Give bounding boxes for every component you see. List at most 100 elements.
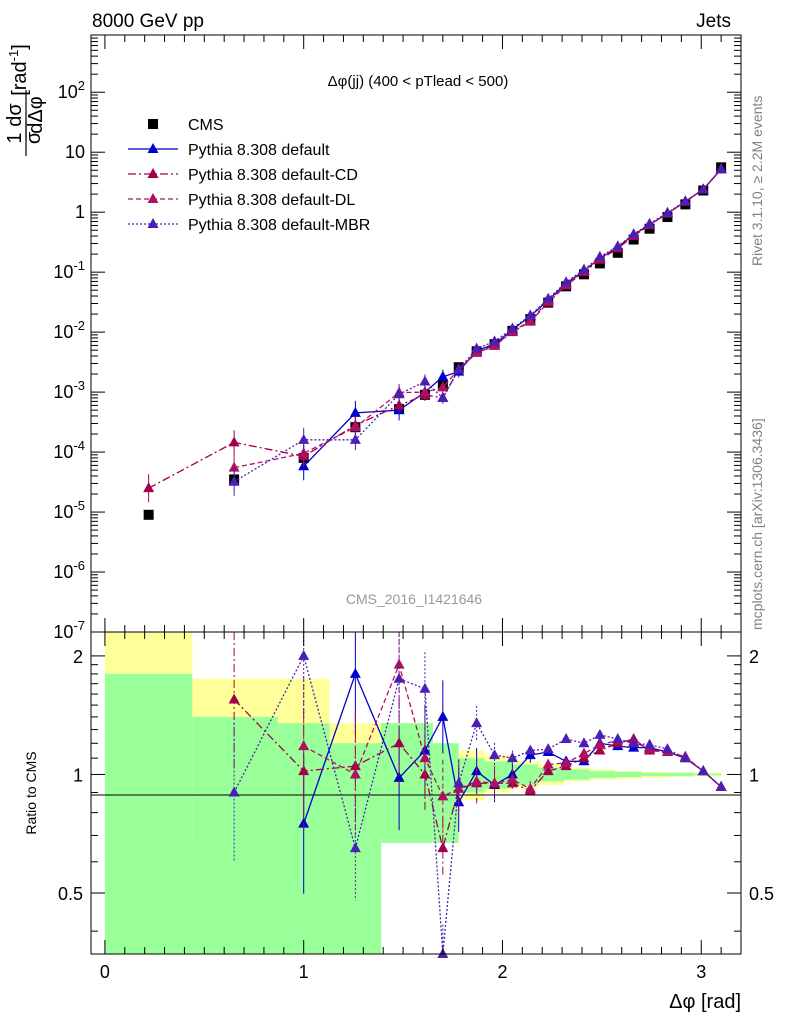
mc-point xyxy=(298,433,310,444)
y-tick-label: 10-5 xyxy=(53,498,85,522)
mc-point xyxy=(393,399,405,410)
y-tick-label: 10-7 xyxy=(53,618,85,642)
main-ylabel: 1 σ dσ dΔφ [rad-1] xyxy=(4,44,47,156)
ratio-point xyxy=(560,733,572,744)
ratio-ylabel: Ratio to CMS xyxy=(23,751,39,834)
band-inner xyxy=(615,771,642,778)
ratio-series-layer xyxy=(228,632,727,958)
ratio-point xyxy=(560,756,572,767)
ratio-point xyxy=(661,743,673,754)
ylabel-one: 1 xyxy=(4,132,26,143)
mc-point xyxy=(453,363,465,374)
ratio-line xyxy=(233,654,722,955)
ratio-point xyxy=(715,780,727,791)
data-point xyxy=(612,247,623,258)
ratio-point xyxy=(393,672,405,683)
ratio-tick-label: 2 xyxy=(73,647,83,667)
mc-point xyxy=(437,370,449,381)
mc-point xyxy=(419,386,431,397)
ratio-point xyxy=(349,842,361,853)
legend-label: Pythia 8.308 default-DL xyxy=(188,192,355,209)
band-inner xyxy=(641,772,668,777)
band-inner xyxy=(432,743,459,843)
series-line xyxy=(148,168,722,489)
ratio-point xyxy=(437,710,449,721)
band-inner xyxy=(484,761,513,789)
legend-marker xyxy=(147,218,159,228)
x-tick-label: 1 xyxy=(299,962,309,982)
ratio-plot-frame xyxy=(90,631,742,955)
series-2 xyxy=(143,163,727,503)
ratio-series-3 xyxy=(228,632,727,958)
legend-marker xyxy=(148,119,158,129)
mc-point xyxy=(349,433,361,444)
y-tick-label: 1 xyxy=(75,202,85,222)
ratio-point xyxy=(298,740,310,751)
ratio-point xyxy=(453,777,465,788)
band-inner xyxy=(667,772,694,777)
ratio-point xyxy=(349,667,361,678)
mc-point xyxy=(524,309,536,320)
mc-point xyxy=(644,217,656,228)
ratio-point xyxy=(298,765,310,776)
mc-point xyxy=(661,206,673,217)
series-line xyxy=(233,168,722,469)
ratio-point xyxy=(542,765,554,776)
ratio-point xyxy=(542,743,554,754)
y-tick-label: 10 xyxy=(65,142,85,162)
mc-point xyxy=(697,183,709,194)
header-right: Jets xyxy=(696,11,731,32)
y-tick-label: 10-6 xyxy=(53,558,85,582)
ylabel-ddphi: dΔφ xyxy=(25,96,47,133)
ratio-point xyxy=(453,782,465,793)
ratio-point xyxy=(489,749,501,760)
mc-point xyxy=(143,482,155,493)
ratio-point xyxy=(419,752,431,763)
ylabel-dsigma: dσ xyxy=(4,103,26,127)
band-inner xyxy=(381,723,408,843)
watermark: CMS_2016_I1421646 xyxy=(346,591,482,607)
x-tick-label: 0 xyxy=(100,962,110,982)
mc-point xyxy=(594,250,606,261)
ratio-point xyxy=(644,738,656,749)
mc-point xyxy=(524,314,536,325)
ratio-point xyxy=(471,717,483,728)
band-inner xyxy=(589,771,616,778)
y-tick-label: 10-3 xyxy=(53,378,85,402)
ratio-point xyxy=(393,771,405,782)
legend-marker xyxy=(147,168,159,178)
mc-point xyxy=(228,461,240,472)
x-axis-label: Δφ [rad] xyxy=(669,991,741,1013)
ratio-point xyxy=(578,737,590,748)
mc-point xyxy=(471,342,483,353)
rivet-label: Rivet 3.1.10, ≥ 2.2M events xyxy=(749,96,765,266)
mc-point xyxy=(628,228,640,239)
legend-label: CMS xyxy=(188,117,224,134)
ratio-axis-ticks: 0.5 0.5 1 1 2 2 xyxy=(58,647,774,932)
mc-point xyxy=(228,436,240,447)
mc-point xyxy=(578,263,590,274)
ratio-line xyxy=(233,699,722,849)
x-tick-label: 2 xyxy=(497,962,507,982)
y-tick-label: 10-1 xyxy=(53,258,85,282)
legend-label: Pythia 8.308 default xyxy=(188,142,330,159)
ratio-point xyxy=(578,747,590,758)
band-inner xyxy=(192,716,278,954)
ratio-point xyxy=(697,765,709,776)
ratio-point xyxy=(506,768,518,779)
ratio-tick-label: 0.5 xyxy=(58,884,83,904)
mc-point xyxy=(715,163,727,174)
ratio-point xyxy=(524,744,536,755)
ratio-point xyxy=(594,744,606,755)
ratio-point xyxy=(594,738,606,749)
ratio-point xyxy=(679,752,691,763)
legend-label: Pythia 8.308 default-MBR xyxy=(188,217,370,234)
mc-point xyxy=(349,406,361,417)
ratio-tick-label-right: 1 xyxy=(749,765,759,785)
ratio-point xyxy=(437,790,449,801)
mc-point xyxy=(506,322,518,333)
legend-marker xyxy=(147,143,159,153)
mc-point xyxy=(489,335,501,346)
mc-point xyxy=(542,292,554,303)
